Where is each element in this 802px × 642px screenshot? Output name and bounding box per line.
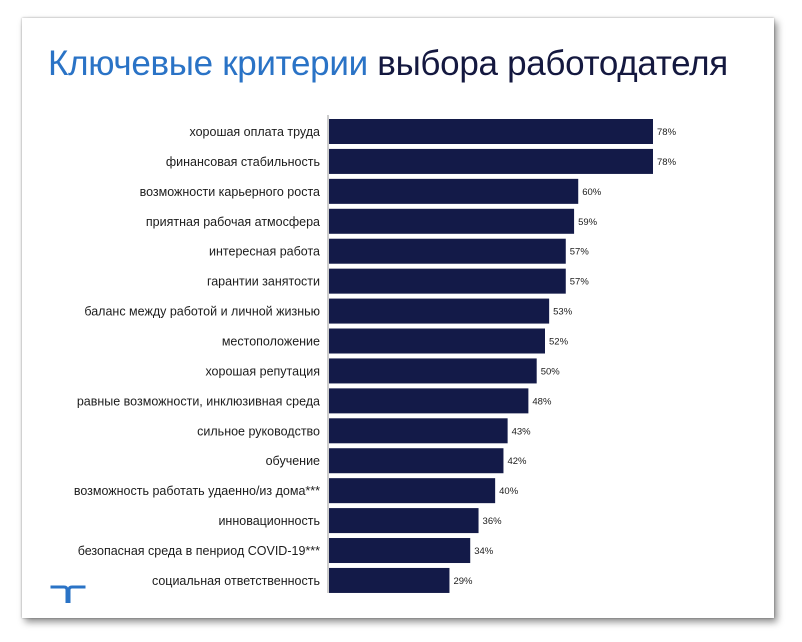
bar (329, 268, 566, 294)
data-label: 43% (512, 426, 532, 437)
category-label: возможность работать удаенно/из дома*** (74, 484, 320, 498)
category-label: равные возможности, инклюзивная среда (77, 394, 320, 408)
data-label: 40% (499, 486, 519, 497)
category-label: хорошая репутация (205, 364, 320, 378)
data-label: 57% (570, 247, 590, 258)
bar (329, 328, 545, 354)
category-label: местоположение (222, 335, 320, 349)
slide: Ключевые критерии выбора работодателя хо… (22, 18, 774, 618)
data-label: 52% (549, 337, 569, 348)
bar (329, 388, 529, 414)
data-label: 36% (483, 516, 503, 527)
bar (329, 418, 508, 444)
bar (329, 208, 575, 234)
data-label: 57% (570, 277, 590, 288)
bar (329, 478, 496, 504)
category-label: гарантии занятости (207, 275, 320, 289)
data-label: 78% (657, 157, 677, 168)
bar (329, 238, 566, 264)
category-label: инновационность (218, 514, 320, 528)
bar (329, 448, 504, 474)
data-label: 48% (532, 396, 552, 407)
data-label: 29% (453, 576, 473, 587)
category-label: сильное руководство (197, 424, 320, 438)
data-label: 50% (541, 366, 561, 377)
bar (329, 508, 479, 534)
category-label: интересная работа (209, 245, 320, 259)
bar (329, 538, 471, 564)
category-label: социальная ответственность (152, 574, 320, 588)
title-accent-part: Ключевые критерии (48, 44, 368, 83)
bar-chart: хорошая оплата труда 78% финансовая стабил… (74, 115, 677, 593)
category-label: возможности карьерного роста (140, 185, 320, 199)
bar (329, 119, 653, 144)
data-label: 42% (507, 456, 527, 467)
randstad-logo-icon (50, 585, 86, 603)
bar (329, 567, 450, 593)
data-label: 34% (474, 546, 494, 557)
category-label: баланс между работой и личной жизнью (84, 305, 320, 319)
chart-title: Ключевые критерии выбора работодателя (48, 44, 728, 84)
bar (329, 178, 579, 204)
bar (329, 358, 537, 384)
data-label: 59% (578, 217, 598, 228)
bar (329, 148, 653, 174)
data-label: 53% (553, 307, 573, 318)
category-label: обучение (266, 454, 320, 468)
data-label: 60% (582, 187, 602, 198)
title-dark-part: выбора работодателя (377, 44, 728, 83)
category-label: приятная рабочая атмосфера (146, 215, 320, 229)
category-label: хорошая оплата труда (189, 125, 320, 139)
bar (329, 298, 550, 324)
category-label: финансовая стабильность (166, 155, 320, 169)
category-label: безопасная среда в пенриод COVID-19*** (78, 544, 320, 558)
data-label: 78% (657, 127, 677, 138)
